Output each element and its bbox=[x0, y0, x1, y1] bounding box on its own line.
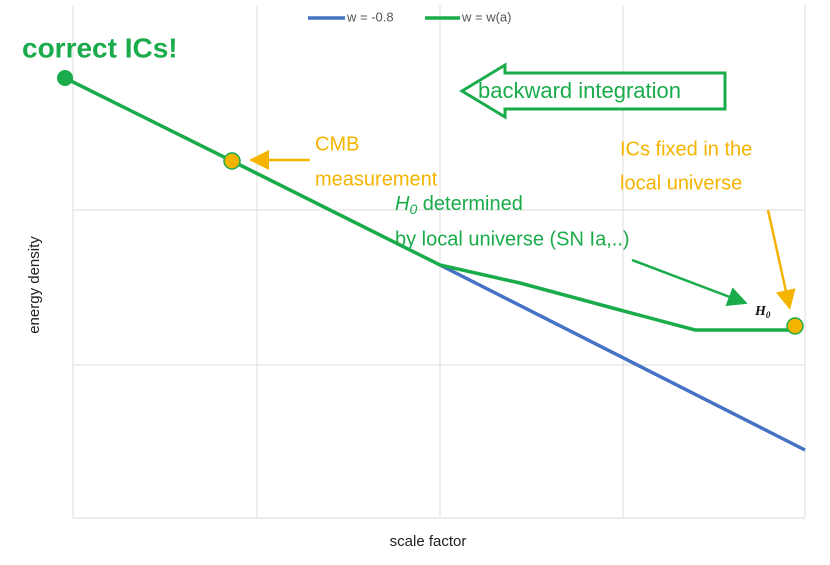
line-w-const bbox=[439, 263, 806, 452]
h0-marker: H0 bbox=[754, 304, 771, 320]
cmb-label: measurement bbox=[315, 168, 438, 190]
legend-label: w = -0.8 bbox=[346, 9, 394, 24]
cmb-label: CMB bbox=[315, 133, 359, 155]
h0-symbol: H bbox=[395, 193, 410, 215]
h0-subscript: 0 bbox=[409, 201, 417, 217]
cmb-point bbox=[223, 152, 241, 170]
arrow-label: backward integration bbox=[478, 78, 681, 103]
y-axis-label: energy density bbox=[26, 236, 43, 334]
x-axis-label: scale factor bbox=[390, 533, 467, 550]
arrow-box bbox=[459, 62, 727, 120]
title: correct ICs! bbox=[22, 32, 178, 63]
local-point bbox=[786, 317, 804, 335]
h0-arrow bbox=[631, 258, 748, 307]
h0-note-line: by local universe (SN Ia,..) bbox=[395, 228, 630, 250]
ics-label: ICs fixed in the bbox=[620, 138, 752, 160]
h0-rest: determined bbox=[417, 193, 523, 215]
h0-note: H0 determined bbox=[395, 193, 523, 216]
ic-point bbox=[57, 70, 73, 86]
legend-label: w = w(a) bbox=[461, 9, 511, 24]
ics-arrow bbox=[766, 209, 796, 310]
h0-marker-subscript: 0 bbox=[766, 310, 771, 320]
ics-label: local universe bbox=[620, 172, 742, 194]
h0-marker-symbol: H bbox=[754, 304, 767, 319]
